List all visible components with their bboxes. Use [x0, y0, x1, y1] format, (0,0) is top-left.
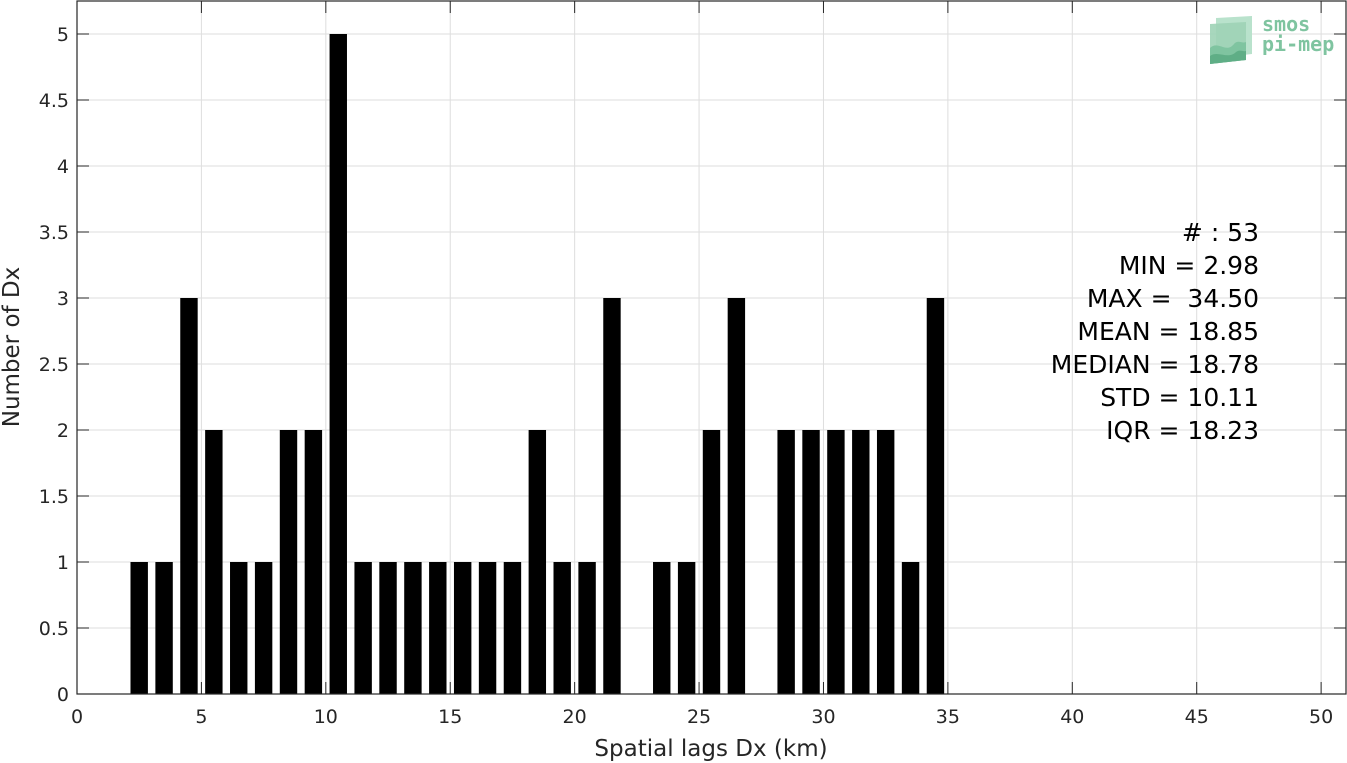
histogram-bar — [926, 298, 945, 694]
x-axis-label: Spatial lags Dx (km) — [594, 736, 827, 762]
logo-wave-icon — [1210, 16, 1252, 64]
histogram-bar — [876, 430, 895, 694]
x-tick-label: 40 — [1060, 706, 1084, 728]
histogram-bar — [329, 34, 347, 694]
x-tick-label: 25 — [687, 706, 711, 728]
stat-max: MAX = 34.50 — [1086, 284, 1259, 313]
y-tick-label: 0 — [57, 684, 69, 706]
x-tick-label: 50 — [1309, 706, 1333, 728]
y-tick-label: 3.5 — [39, 222, 69, 244]
histogram-bar — [702, 430, 721, 694]
x-tick-label: 30 — [811, 706, 835, 728]
y-tick-label: 3 — [57, 288, 69, 310]
histogram-bar — [429, 562, 447, 694]
histogram-bar — [254, 562, 273, 694]
y-axis-label: Number of Dx — [0, 267, 25, 428]
y-tick-label: 0.5 — [39, 618, 69, 640]
stat-std: STD = 10.11 — [1100, 383, 1259, 412]
y-tick-label: 2.5 — [39, 354, 69, 376]
histogram-bar — [802, 430, 820, 694]
x-tick-label: 0 — [71, 706, 83, 728]
x-tick-label: 35 — [936, 706, 960, 728]
histogram-bar — [404, 562, 422, 694]
y-tick-label: 1.5 — [39, 486, 69, 508]
histogram-bar — [478, 562, 497, 694]
stat-min: MIN = 2.98 — [1118, 251, 1259, 280]
smos-pi-mep-logo: smos pi-mep — [1206, 14, 1342, 66]
histogram-bar — [205, 430, 223, 694]
histogram-bar — [130, 562, 148, 694]
histogram-bar — [777, 430, 795, 694]
histogram-bar — [603, 298, 621, 694]
histogram-bar — [727, 298, 746, 694]
logo-text: smos pi-mep — [1262, 14, 1334, 54]
y-tick-label: 1 — [57, 552, 69, 574]
x-tick-labels: 0 5 10 15 20 25 30 35 40 45 50 — [71, 706, 1333, 728]
histogram-bar — [578, 562, 596, 694]
stat-median: MEDIAN = 18.78 — [1050, 350, 1259, 379]
y-tick-label: 2 — [57, 420, 69, 442]
stat-iqr: IQR = 18.23 — [1106, 416, 1259, 445]
plot-frame — [76, 0, 1347, 695]
logo-line-1: smos — [1262, 12, 1311, 36]
tick-marks — [76, 1, 1346, 695]
y-tick-labels: 0 0.5 1 1.5 2 2.5 3 3.5 4 4.5 5 — [39, 24, 69, 706]
logo-line-2: pi-mep — [1262, 32, 1335, 56]
histogram-bar — [180, 298, 198, 694]
histogram-bar — [901, 562, 920, 694]
histogram-bar — [354, 562, 372, 694]
histogram-bar — [304, 430, 323, 694]
histogram-bar — [453, 562, 472, 694]
y-tick-label: 5 — [57, 24, 69, 46]
histogram-bar — [503, 562, 522, 694]
y-tick-label: 4.5 — [39, 90, 69, 112]
x-tick-label: 5 — [195, 706, 207, 728]
histogram-bar — [155, 562, 173, 694]
histogram-bar — [279, 430, 298, 694]
histogram-bar — [553, 562, 571, 694]
stat-mean: MEAN = 18.85 — [1077, 317, 1259, 346]
histogram-bar — [852, 430, 870, 694]
x-tick-label: 45 — [1185, 706, 1209, 728]
histogram-bar — [653, 562, 671, 694]
statistics-box: # : 53 MIN = 2.98 MAX = 34.50 MEAN = 18.85 M… — [1051, 216, 1259, 447]
histogram-bar — [230, 562, 248, 694]
bars — [130, 34, 945, 694]
x-tick-label: 10 — [314, 706, 338, 728]
x-tick-label: 15 — [438, 706, 462, 728]
histogram-bar — [379, 562, 397, 694]
y-tick-label: 4 — [57, 156, 69, 178]
histogram-bar — [677, 562, 696, 694]
stat-count: # : 53 — [1181, 218, 1259, 247]
x-tick-label: 20 — [563, 706, 587, 728]
histogram-bar — [528, 430, 547, 694]
histogram-bar — [827, 430, 845, 694]
